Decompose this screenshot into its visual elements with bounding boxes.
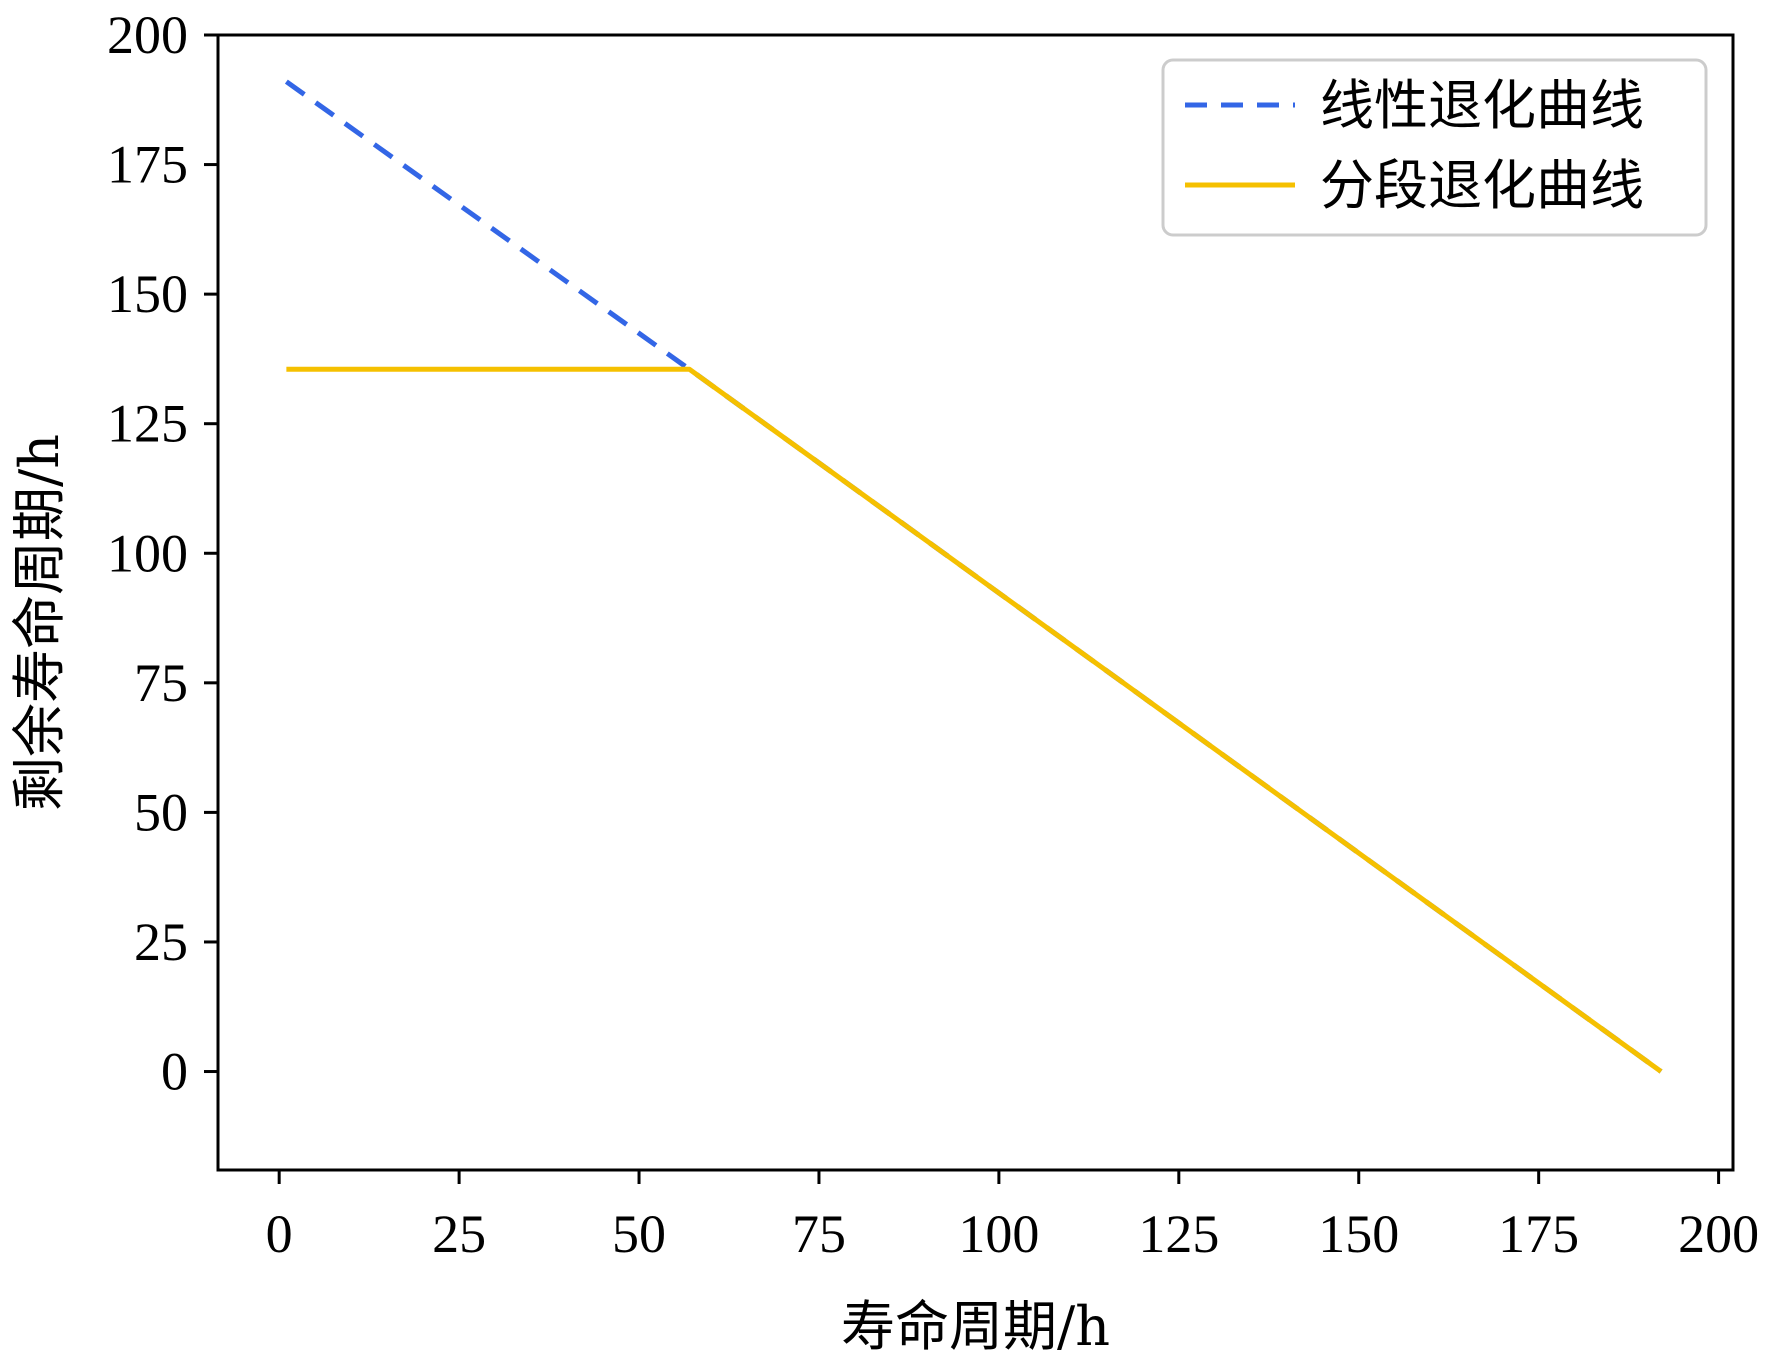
series-line-2 (286, 366, 1663, 1074)
legend-box (1161, 58, 1708, 237)
y-axis-label: 剩余寿命周期/h (8, 434, 71, 811)
x-tick-label: 100 (958, 1204, 1039, 1264)
x-tick-label: 125 (1138, 1204, 1219, 1264)
y-tick-label: 200 (107, 5, 188, 65)
x-tick-label: 25 (432, 1204, 486, 1264)
y-tick-label: 150 (107, 264, 188, 324)
y-tick-label: 100 (107, 523, 188, 583)
x-axis-label: 寿命周期/h (841, 1295, 1110, 1358)
y-tick-label: 50 (134, 782, 188, 842)
y-tick-label: 25 (134, 912, 188, 972)
x-tick-label: 200 (1678, 1204, 1759, 1264)
axes: 0 25 50 75 100 125 150 175 200 0 25 50 75 100 125 150 17… (107, 5, 1759, 1264)
y-tick-label: 75 (134, 653, 188, 713)
y-tick-label: 125 (107, 394, 188, 454)
x-tick-label: 175 (1498, 1204, 1579, 1264)
legend-label-2: 分段退化曲线 (1320, 154, 1644, 217)
x-tick-label: 0 (266, 1204, 293, 1264)
plot-frame (216, 33, 1735, 1172)
y-tick-label: 175 (107, 135, 188, 195)
y-tick-label: 0 (161, 1042, 188, 1102)
x-tick-label: 75 (792, 1204, 846, 1264)
series-line-1 (284, 79, 1663, 1074)
plot-series (284, 79, 1663, 1074)
legend-label-1: 线性退化曲线 (1320, 74, 1644, 137)
x-tick-label: 50 (612, 1204, 666, 1264)
x-tick-label: 150 (1318, 1204, 1399, 1264)
